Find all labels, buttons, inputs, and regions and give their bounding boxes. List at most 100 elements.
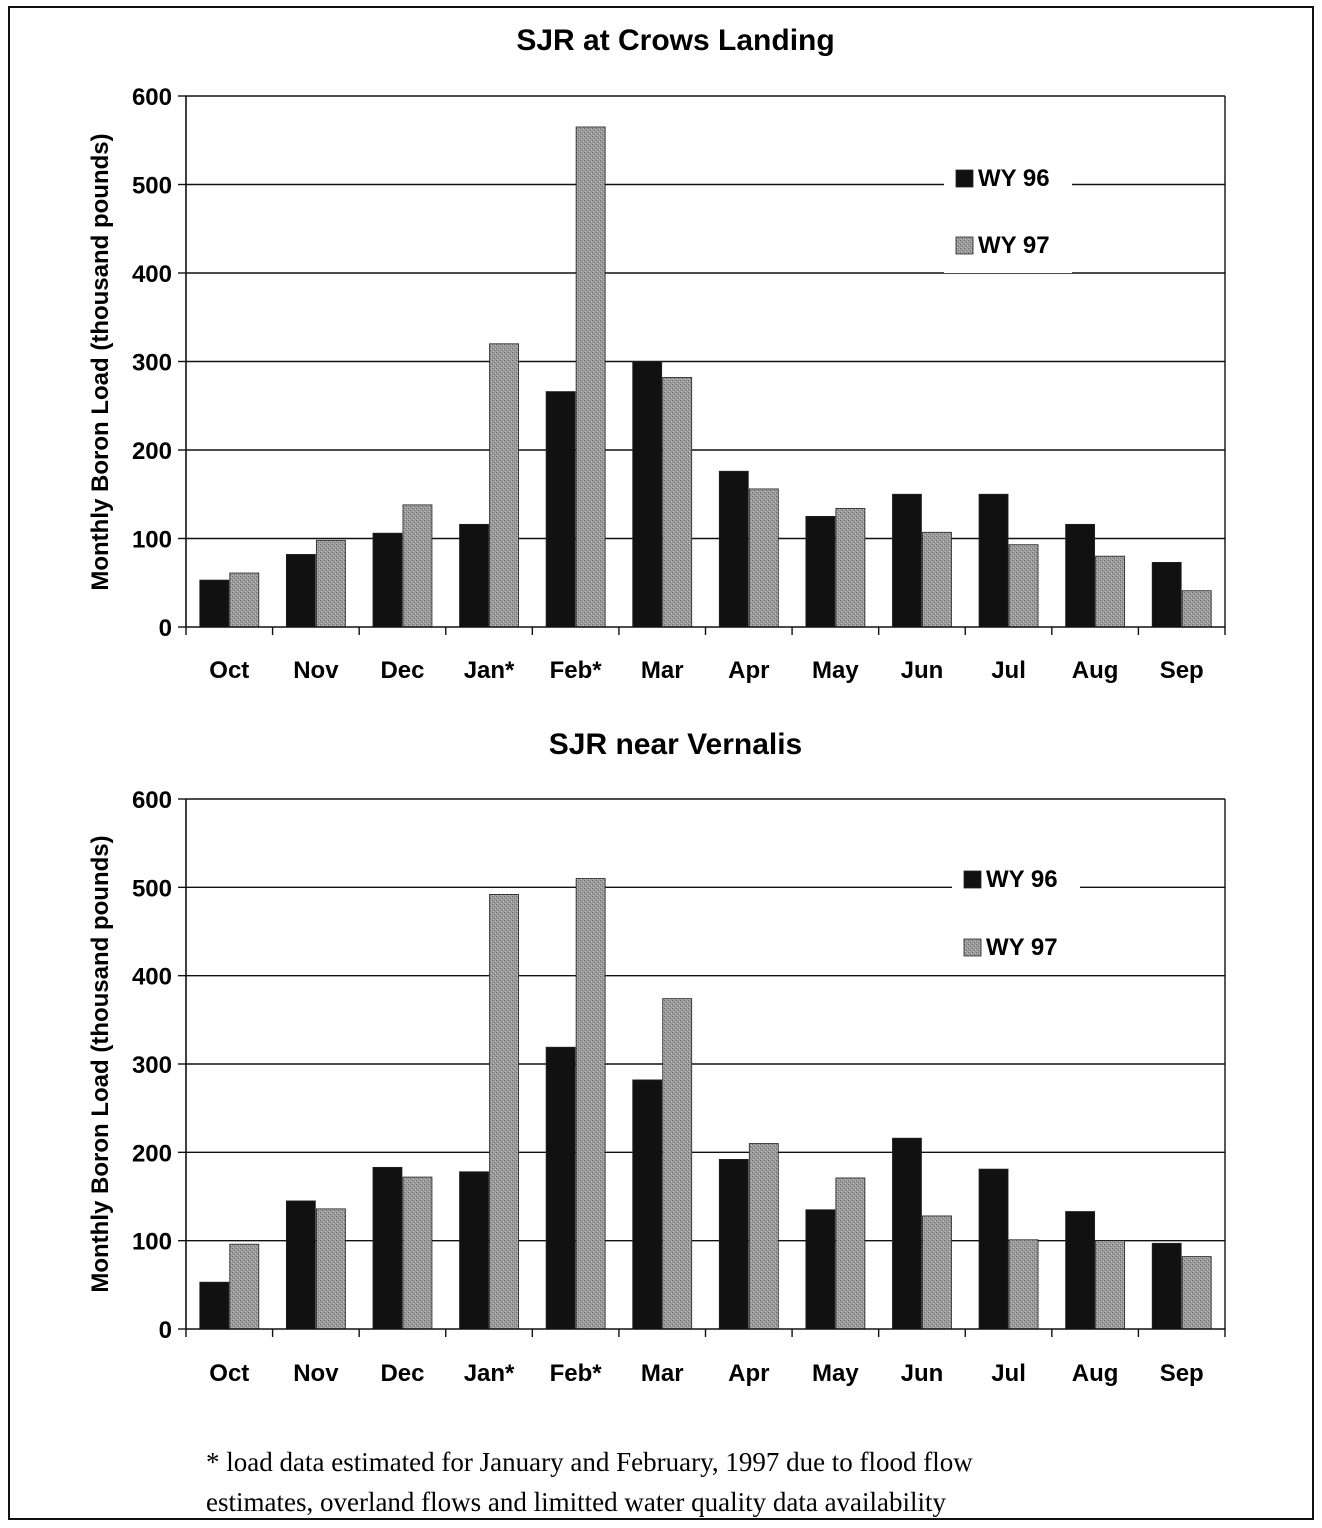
footnote-line-1: * load data estimated for January and Fe… [206, 1447, 973, 1477]
chart-2-x-tick-label: Jul [991, 1360, 1026, 1387]
chart-2-x-tick-label: Mar [641, 1360, 684, 1387]
chart-2-x-tick-label: Oct [209, 1360, 249, 1387]
chart-1-bar-wy96 [1151, 561, 1182, 628]
chart-1-legend-swatch-wy96 [955, 169, 974, 188]
chart-1-x-tick-label: Dec [380, 657, 424, 684]
chart-1-bar-wy97 [748, 488, 779, 628]
chart-1-bar-wy97 [922, 531, 952, 628]
chart-2-bar-wy96 [718, 1159, 749, 1330]
chart-2-bar-wy97 [1095, 1240, 1126, 1330]
chart-1-bar-wy97 [1095, 555, 1126, 628]
chart-2-ytick-label: 600 [132, 787, 172, 814]
chart-2-bar-wy96 [199, 1281, 230, 1330]
footnote: * load data estimated for January and Fe… [206, 1442, 1296, 1522]
chart-1-bar-wy96 [892, 493, 922, 628]
chart-2-bar-wy97 [1181, 1256, 1212, 1330]
chart-1-ytick-label: 0 [159, 615, 172, 642]
footnote-line-2: estimates, overland flows and limitted w… [206, 1487, 947, 1517]
chart-1-x-tick-label: Jan* [464, 657, 515, 684]
chart-2-x-tick-label: Jun [901, 1360, 944, 1387]
chart-1-x-tick-label: Nov [293, 657, 339, 684]
chart-2-ytick-label: 200 [132, 1140, 172, 1167]
chart-2-bar-wy97 [1008, 1239, 1039, 1330]
chart-2-bar-wy97 [229, 1243, 260, 1330]
chart-2-legend-swatch-wy96 [963, 870, 982, 889]
chart-1-bar-wy96 [632, 361, 663, 628]
chart-1-bar-wy97 [1181, 590, 1212, 628]
chart-2-ytick-label: 100 [132, 1229, 172, 1256]
chart-1-bar-wy96 [372, 532, 403, 628]
chart-1-ytick-label: 200 [132, 438, 172, 465]
chart-1-bar-wy96 [718, 470, 749, 628]
chart-1-bar-wy97 [1008, 544, 1039, 628]
chart-2-bar-wy97 [575, 878, 606, 1330]
chart-1-ytick-label: 300 [132, 350, 172, 377]
chart-1-bar-wy97 [662, 377, 693, 628]
chart-2-y-axis-label: Monthly Boron Load (thousand pounds) [87, 835, 114, 1292]
chart-1-legend-swatch-wy97 [955, 236, 974, 255]
chart-2-bar-wy96 [459, 1171, 489, 1330]
figure-frame [8, 6, 1314, 1520]
chart-1-bar-wy96 [805, 515, 836, 628]
chart-1-x-tick-label: Apr [728, 657, 769, 684]
chart-2-ytick-label: 500 [132, 875, 172, 902]
chart-1-bar-wy97 [575, 126, 606, 628]
chart-2-legend-label-wy97: WY 97 [986, 934, 1058, 961]
chart-2-x-tick-label: Nov [293, 1360, 339, 1387]
chart-2-ytick-label: 0 [159, 1317, 172, 1344]
chart-1-x-tick-label: Jul [991, 657, 1026, 684]
chart-1-ytick-label: 400 [132, 261, 172, 288]
chart-1-bar-wy96 [459, 523, 489, 628]
chart-1-legend-label-wy96: WY 96 [978, 165, 1050, 192]
chart-2-bar-wy97 [402, 1176, 433, 1330]
chart-1-bar-wy96 [285, 554, 316, 628]
chart-1-x-tick-label: Feb* [550, 657, 603, 684]
chart-1-bar-wy97 [489, 343, 519, 628]
chart-2-bar-wy97 [662, 998, 693, 1330]
chart-2-x-tick-label: Sep [1160, 1360, 1204, 1387]
chart-2-bar-wy96 [285, 1200, 316, 1330]
chart-1-x-tick-label: May [812, 657, 859, 684]
chart-2-x-tick-label: Aug [1072, 1360, 1119, 1387]
chart-1-ytick-label: 600 [132, 84, 172, 111]
chart-1-bar-wy97 [835, 508, 866, 628]
chart-2-x-tick-label: Dec [380, 1360, 424, 1387]
chart-2-legend-swatch-wy97 [963, 938, 982, 957]
chart-1-title: SJR at Crows Landing [516, 24, 834, 57]
chart-2-bar-wy96 [978, 1168, 1009, 1330]
chart-2-x-tick-label: Apr [728, 1360, 769, 1387]
chart-1-bar-wy96 [199, 579, 230, 628]
chart-1-x-tick-label: Mar [641, 657, 684, 684]
chart-1-bar-wy96 [545, 391, 576, 628]
chart-2-bar-wy96 [892, 1137, 922, 1330]
chart-2-bar-wy97 [922, 1215, 952, 1330]
chart-1-legend-label-wy97: WY 97 [978, 232, 1050, 259]
chart-2-x-tick-label: Jan* [464, 1360, 515, 1387]
chart-2-bar-wy97 [748, 1143, 779, 1330]
chart-2-legend-label-wy96: WY 96 [986, 866, 1058, 893]
chart-2-bar-wy96 [1151, 1242, 1182, 1330]
chart-2-bar-wy96 [372, 1166, 403, 1330]
chart-1-y-axis-label: Monthly Boron Load (thousand pounds) [87, 133, 114, 590]
chart-1-ytick-label: 500 [132, 173, 172, 200]
chart-2-title: SJR near Vernalis [549, 728, 802, 761]
chart-1-bar-wy97 [315, 539, 346, 628]
chart-1-bar-wy96 [978, 493, 1009, 628]
chart-1-bar-wy97 [402, 504, 433, 628]
chart-2-bar-wy96 [545, 1046, 576, 1330]
chart-2-bar-wy97 [835, 1177, 866, 1330]
chart-2-bar-wy96 [805, 1209, 836, 1330]
chart-2-bar-wy96 [632, 1079, 663, 1330]
chart-1-ytick-label: 100 [132, 527, 172, 554]
chart-2-bar-wy97 [315, 1208, 346, 1330]
chart-1-x-tick-label: Sep [1160, 657, 1204, 684]
chart-1-x-tick-label: Oct [209, 657, 249, 684]
chart-1-bar-wy97 [229, 572, 260, 628]
chart-2-x-tick-label: Feb* [550, 1360, 603, 1387]
chart-2-bar-wy97 [489, 894, 519, 1330]
chart-2-ytick-label: 400 [132, 964, 172, 991]
chart-2-ytick-label: 300 [132, 1052, 172, 1079]
chart-2-x-tick-label: May [812, 1360, 859, 1387]
chart-1-bar-wy96 [1065, 523, 1096, 628]
